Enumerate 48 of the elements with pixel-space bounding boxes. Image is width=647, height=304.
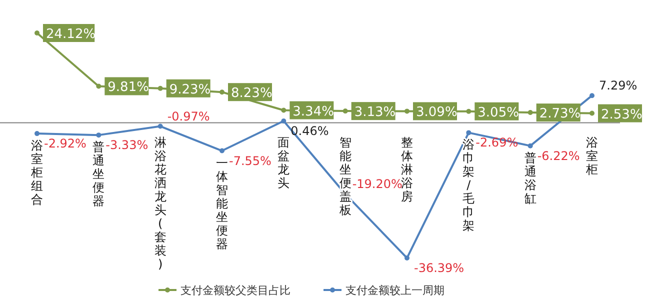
point <box>34 30 40 36</box>
data-label: 3.05% <box>478 105 519 120</box>
data-label: -3.33% <box>106 138 148 152</box>
point <box>158 86 163 91</box>
data-label: 3.09% <box>416 105 458 120</box>
point <box>220 148 224 154</box>
x-tick-label: 整体淋浴房 <box>401 136 413 204</box>
point <box>281 108 286 113</box>
point <box>281 118 286 124</box>
data-label: 8.23% <box>231 86 272 102</box>
data-label: 2.73% <box>539 106 581 122</box>
point <box>220 90 224 95</box>
point <box>528 110 533 116</box>
point <box>590 110 594 116</box>
point <box>96 84 102 89</box>
legend-label: 支付金额较上一周期 <box>346 284 444 297</box>
data-label: -2.92% <box>44 136 86 151</box>
data-label: 2.53% <box>601 107 642 122</box>
point <box>342 108 348 114</box>
x-tick-label: 浴室柜组合 <box>30 138 43 207</box>
data-label: -19.20% <box>352 177 402 192</box>
x-tick-label: 一体智能坐便器 <box>216 156 228 251</box>
data-label: 3.34% <box>292 104 334 120</box>
x-tick-label: 面盆龙头 <box>278 136 290 190</box>
data-label: -0.97% <box>167 109 210 124</box>
point <box>34 131 40 136</box>
point <box>466 130 472 136</box>
point <box>466 108 472 114</box>
data-label: -6.22% <box>537 148 580 163</box>
x-tick-label: 普通浴缸 <box>524 150 536 206</box>
category-label: 淋浴花洒龙头(套装) <box>154 136 166 272</box>
x-tick-label: 浴巾架/毛巾架 <box>462 138 475 233</box>
point <box>158 124 163 129</box>
legend-label: 支付金额较父类目占比 <box>180 284 290 297</box>
point <box>96 132 102 138</box>
data-label: -2.69% <box>476 136 518 150</box>
data-label: -36.39% <box>414 261 464 275</box>
data-label: 7.29% <box>599 78 638 93</box>
data-label: 9.23% <box>169 82 211 98</box>
point <box>590 93 594 98</box>
point <box>404 108 410 114</box>
point <box>528 143 533 148</box>
data-label: -7.55% <box>229 154 272 168</box>
point <box>404 256 410 260</box>
x-tick-label: 普通坐便器 <box>92 140 105 208</box>
data-label: 3.13% <box>354 105 396 120</box>
x-tick-label: 浴室柜 <box>585 136 598 177</box>
data-label: 9.81% <box>108 80 149 96</box>
